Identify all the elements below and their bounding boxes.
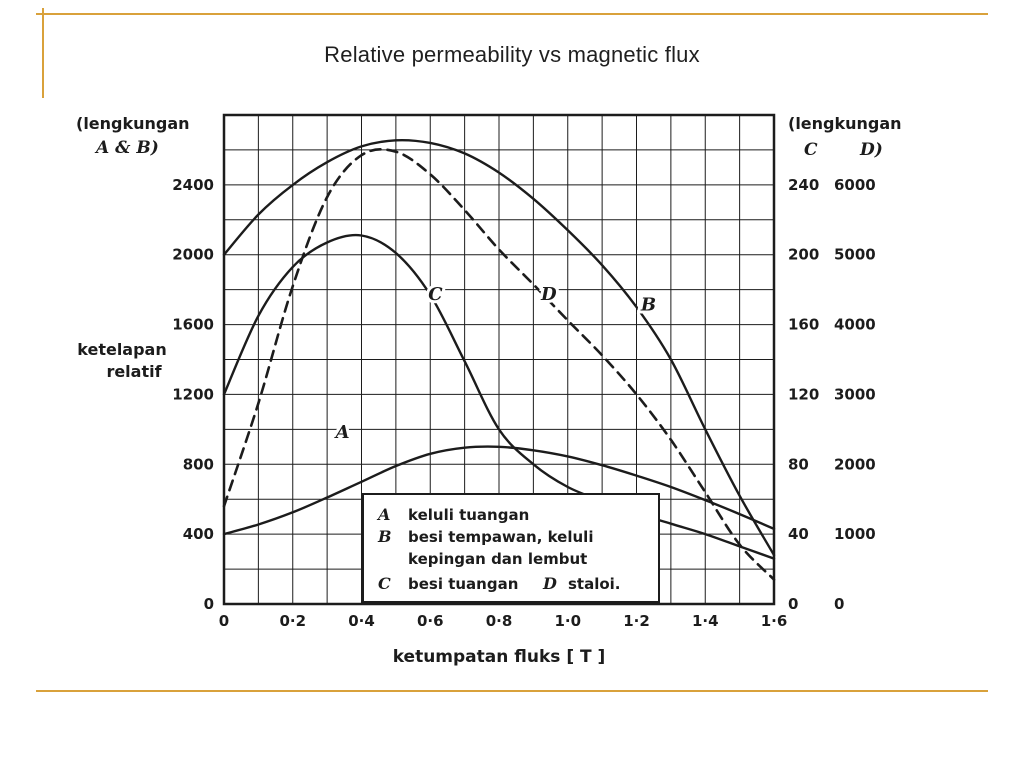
left-tick-label: 2400 [172,176,214,194]
legend-text: staloi. [568,575,621,593]
curve-label-A: A [334,422,350,443]
right-c-tick-label: 40 [788,525,809,543]
x-tick-label: 0·6 [417,612,444,630]
right-d-tick-label: 0 [834,595,844,613]
left-tick-label: 2000 [172,246,214,264]
legend-box [362,493,660,603]
legend-key: A [376,505,390,524]
right-d-tick-label: 5000 [834,246,876,264]
legend-text: besi tuangan [408,575,518,593]
left-axis-note: (lengkungan [76,114,190,133]
x-tick-label: 0·2 [279,612,306,630]
right-c-tick-label: 80 [788,455,809,473]
left-tick-label: 400 [183,525,214,543]
top-rule [36,13,988,15]
curve-label-C: C [428,284,443,305]
x-tick-label: 1·4 [692,612,719,630]
legend-text: besi tempawan, keluli [408,528,593,546]
slide-title: Relative permeability vs magnetic flux [324,42,700,67]
legend-key: B [377,527,392,546]
x-tick-label: 1·0 [554,612,581,630]
x-tick-label: 0·4 [348,612,375,630]
left-axis-title: ketelapan [77,340,166,359]
left-tick-label: 1200 [172,385,214,403]
right-d-tick-label: 3000 [834,385,876,403]
left-accent-rule [42,8,44,98]
legend-key: D [542,574,557,593]
x-tick-label: 1·2 [623,612,650,630]
permeability-chart: 0 0·2 0·4 0·6 0·8 1·0 1·2 1·4 1·6040080012001600… [76,113,902,667]
right-c-tick-label: 240 [788,176,819,194]
legend-text: kepingan dan lembut [408,550,587,568]
right-d-tick-label: 1000 [834,525,876,543]
left-tick-label: 800 [183,455,214,473]
right-c-tick-label: 200 [788,246,819,264]
right-c-tick-label: 120 [788,385,819,403]
right-axis-note: C [804,140,818,160]
x-tick-label: 1·6 [761,612,788,630]
legend-key: C [378,574,391,593]
right-c-tick-label: 160 [788,316,819,334]
x-axis-title: ketumpatan fluks [ T ] [393,647,606,667]
left-axis-note: A & B) [94,138,159,158]
x-tick-label: 0·8 [486,612,513,630]
right-d-tick-label: 4000 [834,316,876,334]
right-d-tick-label: 6000 [834,176,876,194]
left-axis-title: relatif [106,362,162,381]
curve-A [222,445,776,536]
bottom-rule [36,690,988,692]
right-d-tick-label: 2000 [834,455,876,473]
curve-label-B: B [640,295,656,316]
curve-label-D: D [540,284,557,305]
plot-border [222,113,776,606]
left-tick-label: 0 [204,595,214,613]
curve-D [222,148,776,581]
right-axis-note: D) [859,140,883,160]
right-axis-note: (lengkungan [788,114,902,133]
legend-text: keluli tuangan [408,506,529,524]
curve-B [222,138,776,557]
x-tick-label: 0 [219,612,229,630]
left-tick-label: 1600 [172,316,214,334]
chart-figure: 0 0·2 0·4 0·6 0·8 1·0 1·2 1·4 1·6 0 400 800 1200 1600… [56,95,936,685]
curve-C [222,233,776,560]
right-c-tick-label: 0 [788,595,798,613]
